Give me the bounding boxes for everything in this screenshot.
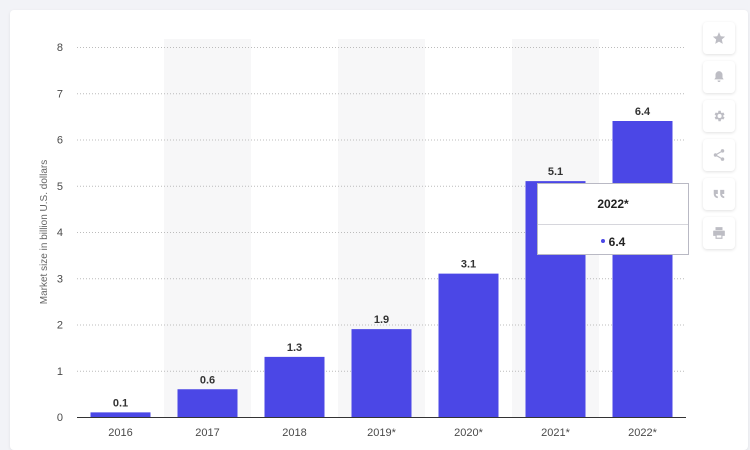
x-tick-label: 2021* bbox=[541, 427, 570, 439]
tooltip: 2022* 6.4 bbox=[537, 183, 689, 255]
x-tick-label: 2018 bbox=[282, 427, 306, 439]
print-icon bbox=[713, 227, 725, 239]
notification-button[interactable] bbox=[703, 61, 735, 93]
y-axis-label: Market size in billion U.S. dollars bbox=[39, 160, 50, 305]
bar-value-label: 1.9 bbox=[374, 314, 389, 326]
x-tick-label: 2019* bbox=[367, 427, 396, 439]
y-tick-label: 0 bbox=[57, 412, 63, 424]
quote-icon bbox=[713, 189, 725, 199]
cite-button[interactable] bbox=[703, 178, 735, 210]
bar-value-label: 0.1 bbox=[113, 397, 128, 409]
print-button[interactable] bbox=[703, 217, 735, 249]
bar-value-label: 3.1 bbox=[461, 259, 476, 271]
bar[interactable] bbox=[438, 273, 499, 417]
bell-icon bbox=[714, 71, 724, 82]
favorite-button[interactable] bbox=[703, 22, 735, 54]
star-icon bbox=[712, 32, 726, 44]
bar-value-label: 0.6 bbox=[200, 374, 215, 386]
x-tick-label: 2016 bbox=[108, 427, 132, 439]
y-tick-label: 8 bbox=[57, 42, 63, 54]
share-button[interactable] bbox=[703, 139, 735, 171]
tooltip-title: 2022* bbox=[538, 184, 688, 225]
bar[interactable] bbox=[351, 329, 412, 417]
gear-icon bbox=[714, 110, 725, 122]
x-tick-label: 2020* bbox=[454, 427, 483, 439]
column-band bbox=[164, 39, 251, 417]
bar-value-label: 6.4 bbox=[635, 106, 651, 118]
tooltip-value: 6.4 bbox=[608, 235, 626, 249]
chart-toolbar bbox=[703, 22, 735, 256]
bar-value-label: 5.1 bbox=[548, 166, 563, 178]
y-tick-label: 6 bbox=[57, 135, 63, 147]
y-tick-label: 7 bbox=[57, 88, 63, 100]
y-tick-label: 1 bbox=[57, 366, 63, 378]
y-tick-label: 2 bbox=[57, 320, 63, 332]
y-tick-label: 3 bbox=[57, 273, 63, 285]
bar[interactable] bbox=[90, 412, 151, 417]
share-icon bbox=[713, 149, 725, 161]
bar-value-label: 1.3 bbox=[287, 342, 302, 354]
bar[interactable] bbox=[264, 356, 325, 417]
settings-button[interactable] bbox=[703, 100, 735, 132]
tooltip-body: 6.4 bbox=[538, 225, 688, 256]
x-tick-label: 2022* bbox=[628, 427, 657, 439]
y-tick-label: 4 bbox=[57, 227, 63, 239]
bar[interactable] bbox=[612, 121, 673, 417]
x-tick-label: 2017 bbox=[195, 427, 219, 439]
bar[interactable] bbox=[177, 389, 238, 417]
y-tick-label: 5 bbox=[57, 181, 63, 193]
tooltip-series-dot bbox=[600, 238, 605, 243]
